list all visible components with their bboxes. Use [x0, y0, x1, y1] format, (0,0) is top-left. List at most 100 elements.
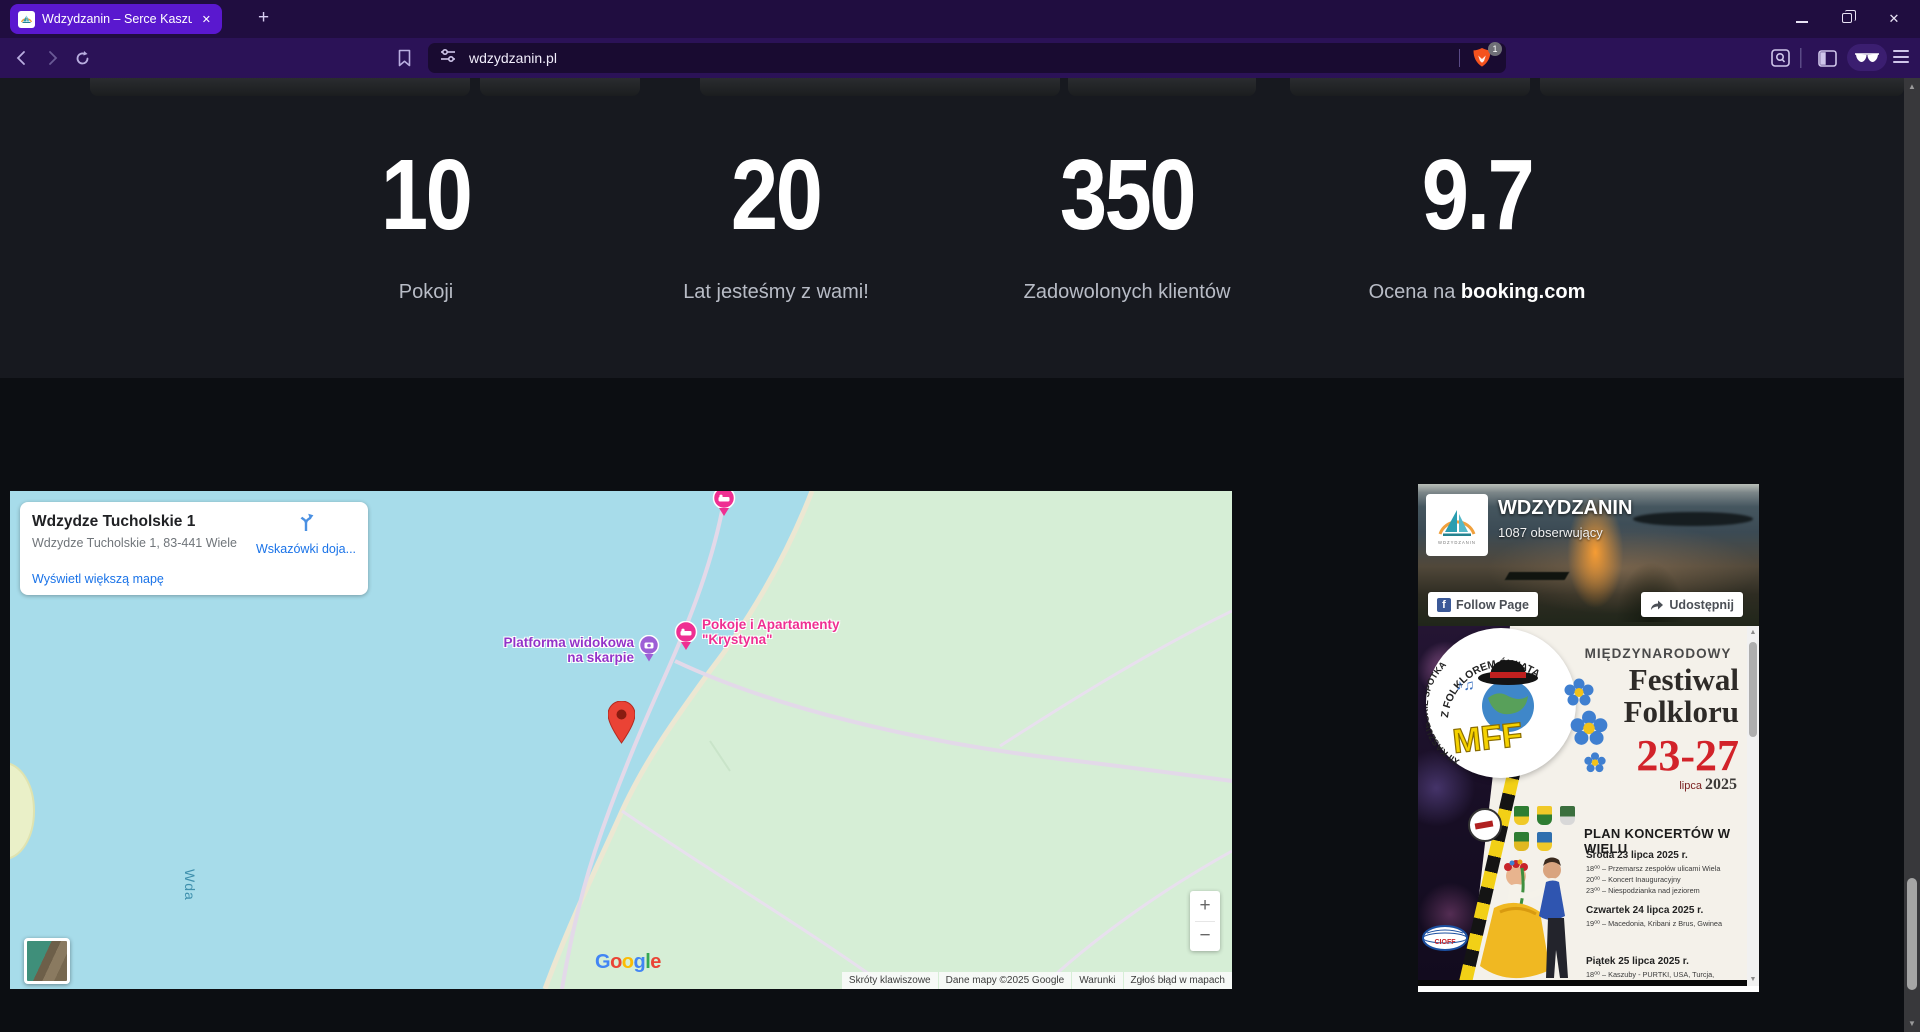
schedule-day: Czwartek 24 lipca 2025 r.	[1586, 905, 1704, 916]
cover-dock-silhouette	[1504, 572, 1569, 581]
stat-value: 20	[731, 139, 823, 251]
minimize-button[interactable]	[1796, 10, 1808, 28]
stats-section-background	[0, 78, 1904, 378]
schedule-day: Piątek 25 lipca 2025 r.	[1586, 956, 1689, 967]
shields-counter-badge: 1	[1488, 42, 1502, 56]
music-notes-glyph: ♪♫	[1456, 677, 1475, 694]
lodging-pin-icon[interactable]	[712, 491, 736, 522]
menu-hamburger-icon[interactable]	[1893, 50, 1909, 67]
sidebar-toggle-icon[interactable]	[1815, 46, 1839, 70]
gallery-remnant	[1540, 78, 1904, 96]
folk-dancers-photo	[1480, 857, 1568, 979]
gallery-remnant	[480, 78, 640, 96]
stat-label: Zadowolonych klientów	[1023, 281, 1231, 303]
poster-bottom-edge	[1418, 980, 1747, 986]
browser-toolbar: wdzydzanin.pl 1	[0, 38, 1920, 78]
report-error-link[interactable]: Zgłoś błąd w mapach	[1123, 972, 1232, 989]
flower-icon	[1570, 710, 1608, 745]
satellite-view-thumbnail[interactable]	[24, 938, 70, 984]
private-window-glasses-icon[interactable]	[1847, 44, 1887, 71]
stat-value: 350	[1059, 139, 1197, 251]
brave-shields-icon[interactable]: 1	[1472, 42, 1502, 69]
browser-titlebar: Wdzydzanin – Serce Kaszub nad ✕ + ✕	[0, 0, 1920, 38]
follow-page-button[interactable]: f Follow Page	[1428, 592, 1538, 617]
search-page-icon[interactable]	[1768, 46, 1792, 70]
restore-button[interactable]	[1842, 10, 1856, 28]
url-text: wdzydzanin.pl	[469, 50, 557, 66]
map-card-title: Wdzydze Tucholskie 1	[32, 513, 196, 530]
facebook-f-icon: f	[1437, 597, 1451, 612]
concert-plan-title: PLAN KONCERTÓW W WIELU	[1584, 826, 1731, 856]
stat-label: Ocena na	[1368, 281, 1456, 303]
zoom-out-button[interactable]: −	[1199, 925, 1211, 947]
urlbar-divider	[1459, 49, 1460, 67]
google-map-embed[interactable]: Wdzydze Tucholskie 1 Wdzydze Tucholskie …	[10, 491, 1232, 989]
stat-rooms: 10 Pokoji	[246, 138, 606, 304]
forward-button[interactable]	[40, 46, 64, 70]
site-favicon-icon	[18, 10, 35, 28]
gallery-remnant	[1290, 78, 1530, 96]
zoom-in-button[interactable]: +	[1199, 894, 1211, 916]
stat-years: 20 Lat jesteśmy z wami!	[596, 138, 956, 304]
poi-viewpoint-label[interactable]: Platforma widokowa na skarpie	[503, 635, 634, 665]
crest-icon	[1560, 806, 1575, 825]
river-label: Wda	[182, 869, 198, 901]
schedule-event: 19⁰⁰ – Macedonia, Kribani z Brus, Gwinea	[1586, 919, 1723, 928]
flower-icon	[1584, 752, 1606, 773]
viewpoint-pin-icon[interactable]	[638, 634, 660, 668]
cioff-logo: CIOFF	[1422, 925, 1468, 951]
terms-link[interactable]: Warunki	[1072, 972, 1123, 989]
new-tab-button[interactable]: +	[258, 7, 270, 28]
scroll-down-arrow: ▼	[1908, 1019, 1916, 1028]
tab-close-icon[interactable]: ✕	[201, 13, 211, 26]
back-button[interactable]	[10, 46, 34, 70]
widget-scrollbar[interactable]: ▲ ▼	[1747, 626, 1759, 986]
share-button[interactable]: Udostępnij	[1641, 592, 1743, 617]
facebook-page-widget: WDZYDZANIN WDZYDZANIN 1087 obserwujący f…	[1418, 484, 1759, 992]
scroll-down-arrow: ▼	[1749, 976, 1757, 983]
browser-tab[interactable]: Wdzydzanin – Serce Kaszub nad ✕	[10, 4, 222, 34]
svg-text:WDZYDZANIN: WDZYDZANIN	[1438, 540, 1476, 545]
gallery-remnant	[1068, 78, 1256, 96]
facebook-page-name[interactable]: WDZYDZANIN	[1498, 497, 1633, 519]
keyboard-shortcuts-link[interactable]: Skróty klawiszowe	[841, 972, 938, 989]
map-zoom-control: + −	[1190, 891, 1220, 951]
larger-map-link[interactable]: Wyświetl większą mapę	[32, 572, 164, 586]
poster-year-vertical: 2025	[1418, 776, 1420, 845]
google-logo[interactable]: Google	[595, 951, 661, 973]
directions-link[interactable]: Wskazówki doja...	[252, 511, 360, 556]
festival-badge: Z FOLKLOREM ŚWIATA XII KASZUBSKIE SPOTKA…	[1420, 626, 1576, 778]
poster-month-year: lipca 2025	[1679, 776, 1737, 793]
close-window-button[interactable]: ✕	[1888, 11, 1900, 26]
location-marker-icon[interactable]	[607, 700, 636, 749]
bookmark-icon[interactable]	[392, 46, 416, 70]
share-arrow-icon	[1651, 600, 1664, 610]
schedule-event: 18⁰⁰ – Przemarsz zespołów ulicami Wiela	[1586, 864, 1721, 873]
url-bar[interactable]: wdzydzanin.pl 1	[428, 42, 1506, 73]
poi-krystyna-label[interactable]: Pokoje i Apartamenty "Krystyna"	[702, 617, 840, 647]
poster-title-line1: Festiwal	[1628, 662, 1739, 697]
crest-icon	[1537, 832, 1552, 851]
widget-scrollbar-thumb[interactable]	[1749, 642, 1757, 737]
map-info-card: Wdzydze Tucholskie 1 Wdzydze Tucholskie …	[20, 502, 368, 595]
gallery-remnant	[700, 78, 1060, 96]
scroll-up-arrow: ▲	[1749, 629, 1757, 636]
stat-value: 10	[381, 139, 473, 251]
tab-title: Wdzydzanin – Serce Kaszub nad	[42, 12, 192, 26]
mff-logo-text: MFF	[1451, 716, 1524, 761]
reload-button[interactable]	[70, 46, 94, 70]
stat-clients: 350 Zadowolonych klientów	[947, 138, 1307, 304]
crest-icon	[1514, 806, 1529, 825]
page-scrollbar-thumb[interactable]	[1907, 878, 1917, 990]
directions-label[interactable]: Wskazówki doja...	[255, 542, 357, 556]
toolbar-divider	[1798, 46, 1804, 70]
festival-poster[interactable]: 2025 Z FOLKLOREM ŚWIATA XII KASZUBSKIE S…	[1418, 626, 1747, 986]
poster-dates: 23-27	[1636, 731, 1739, 780]
krystyna-pin-icon[interactable]	[674, 620, 698, 656]
facebook-page-avatar[interactable]: WDZYDZANIN	[1426, 494, 1488, 556]
schedule-event: 23⁰⁰ – Niespodzianka nad jeziorem	[1586, 886, 1700, 895]
page-scrollbar[interactable]: ▲ ▼	[1904, 78, 1920, 1032]
stat-label: Pokoji	[398, 281, 454, 303]
schedule-event: 20⁰⁰ – Koncert Inauguracyjny	[1586, 875, 1681, 884]
site-permissions-icon[interactable]	[440, 48, 457, 68]
